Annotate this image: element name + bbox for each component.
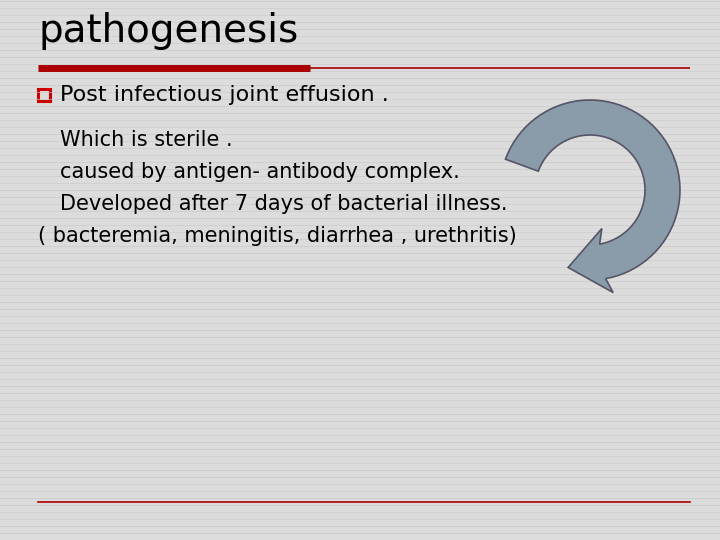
Text: ( bacteremia, meningitis, diarrhea , urethritis): ( bacteremia, meningitis, diarrhea , ure… <box>38 226 517 246</box>
Text: Post infectious joint effusion .: Post infectious joint effusion . <box>60 85 389 105</box>
Text: Developed after 7 days of bacterial illness.: Developed after 7 days of bacterial illn… <box>60 194 508 214</box>
Text: caused by antigen- antibody complex.: caused by antigen- antibody complex. <box>60 162 460 182</box>
Polygon shape <box>505 100 680 293</box>
Text: Which is sterile .: Which is sterile . <box>60 130 233 150</box>
Bar <box>38 89 50 101</box>
Text: pathogenesis: pathogenesis <box>38 12 298 50</box>
